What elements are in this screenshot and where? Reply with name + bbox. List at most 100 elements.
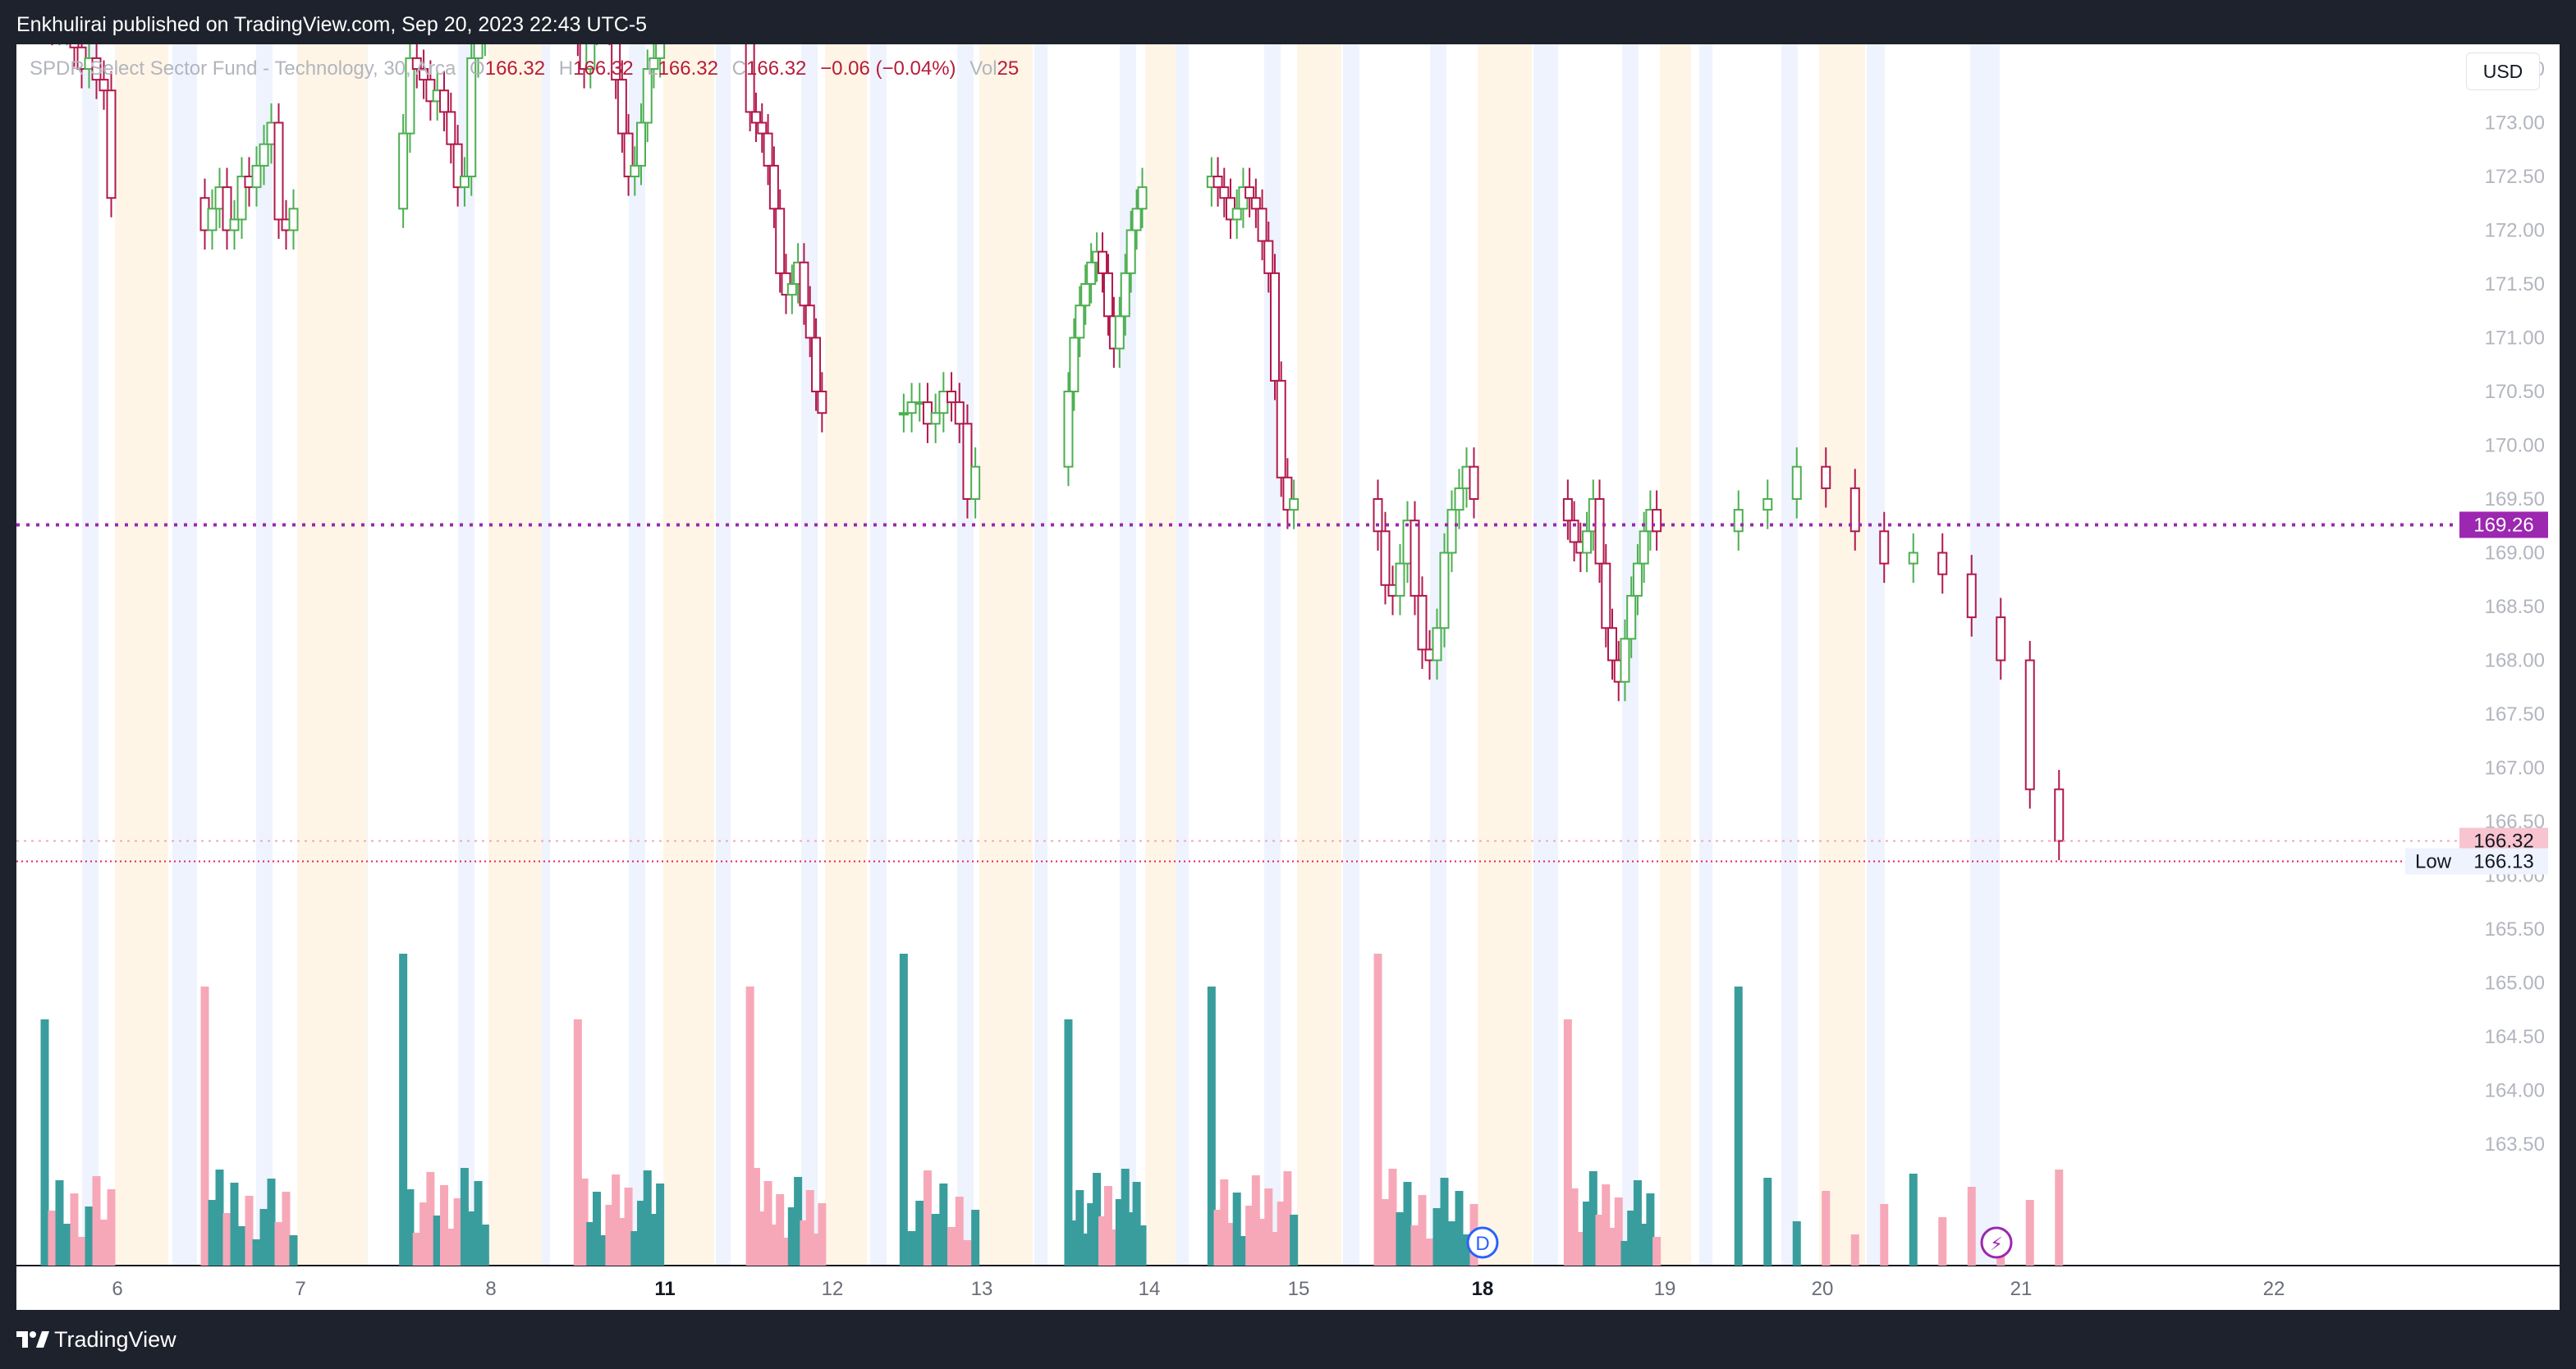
volume-bar bbox=[1093, 1173, 1102, 1266]
candle-body bbox=[1454, 487, 1464, 511]
currency-button[interactable]: USD bbox=[2466, 53, 2540, 90]
volume-bar bbox=[1213, 1210, 1222, 1266]
candle-body bbox=[1289, 498, 1299, 511]
volume-bar bbox=[208, 1200, 217, 1266]
candle-body bbox=[106, 89, 117, 199]
candle-body bbox=[69, 44, 80, 48]
volume-bar bbox=[1763, 1178, 1772, 1266]
volume-bar bbox=[1239, 1236, 1248, 1266]
candle-body bbox=[1652, 509, 1662, 533]
x-tick-label: 14 bbox=[1139, 1278, 1161, 1300]
volume-bar bbox=[1251, 1175, 1260, 1266]
tradingview-brand: TradingView bbox=[54, 1327, 176, 1352]
candle-body bbox=[585, 44, 596, 71]
volume-bar bbox=[1258, 1219, 1267, 1266]
candle-body bbox=[288, 208, 299, 231]
candle-body bbox=[786, 283, 797, 296]
y-tick-label: 170.50 bbox=[2485, 381, 2545, 403]
candle-body bbox=[1996, 616, 2006, 662]
chart-canvas[interactable]: 173.50173.00172.50172.00171.50171.00170.… bbox=[16, 44, 2560, 1310]
candle-body bbox=[630, 164, 640, 177]
candle-body bbox=[906, 401, 917, 414]
volume-bar bbox=[907, 1231, 916, 1266]
y-tick-label: 165.50 bbox=[2485, 918, 2545, 941]
x-tick-label: 6 bbox=[112, 1278, 122, 1300]
volume-bar bbox=[1070, 1220, 1079, 1266]
candle-body bbox=[1607, 627, 1617, 662]
volume-bar bbox=[637, 1201, 645, 1266]
candle-body bbox=[452, 143, 463, 189]
volume-bar bbox=[899, 954, 908, 1266]
candle-body bbox=[2024, 659, 2035, 790]
candle-body bbox=[947, 391, 957, 404]
extended-hours-band bbox=[1533, 44, 1558, 1266]
volume-bar bbox=[915, 1201, 924, 1266]
candle-body bbox=[898, 412, 909, 416]
volume-bar bbox=[769, 1225, 778, 1266]
volume-bar bbox=[1614, 1197, 1623, 1266]
x-tick-label: 8 bbox=[485, 1278, 496, 1300]
change-value: −0.06 (−0.04%) bbox=[820, 57, 956, 80]
volume-bar bbox=[230, 1183, 239, 1266]
candle-body bbox=[655, 44, 666, 59]
x-tick-label: 20 bbox=[1812, 1278, 1834, 1300]
volume-bar bbox=[70, 1193, 79, 1266]
candle-body bbox=[1231, 208, 1242, 221]
volume-bar bbox=[643, 1170, 652, 1266]
volume-bar bbox=[573, 1019, 582, 1266]
x-tick-label: 12 bbox=[822, 1278, 844, 1300]
candle-body bbox=[1244, 186, 1255, 199]
candle-body bbox=[1879, 530, 1890, 565]
candle-body bbox=[1849, 487, 1860, 533]
volume-bar bbox=[474, 1181, 483, 1266]
post-market-band bbox=[1819, 44, 1865, 1266]
candle-body bbox=[259, 143, 269, 167]
x-tick-label: 21 bbox=[2010, 1278, 2033, 1300]
candle-body bbox=[1131, 208, 1142, 231]
volume-bar bbox=[1388, 1169, 1397, 1266]
volume-bar bbox=[2055, 1170, 2064, 1266]
volume-bar bbox=[1563, 1019, 1572, 1266]
volume-bar bbox=[1138, 1225, 1147, 1266]
candle-body bbox=[411, 57, 422, 71]
top-bar: Enkhulirai published on TradingView.com,… bbox=[0, 0, 2576, 44]
volume-bar bbox=[605, 1205, 614, 1266]
volume-bar bbox=[1207, 987, 1216, 1266]
volume-bar bbox=[1455, 1191, 1464, 1266]
volume-bar bbox=[656, 1184, 665, 1266]
candle-body bbox=[1432, 627, 1442, 662]
candle-body bbox=[1380, 530, 1391, 586]
volume-bar bbox=[939, 1184, 948, 1266]
candle-body bbox=[1762, 498, 1773, 511]
premarket-band bbox=[1120, 44, 1136, 1266]
published-text: Enkhulirai published on TradingView.com,… bbox=[16, 13, 648, 36]
volume-bar bbox=[586, 1222, 595, 1266]
y-tick-label: 165.00 bbox=[2485, 973, 2545, 995]
post-market-band bbox=[297, 44, 367, 1266]
post-market-band bbox=[1660, 44, 1691, 1266]
volume-bar bbox=[1226, 1223, 1235, 1266]
candle-body bbox=[439, 89, 449, 113]
premarket-band bbox=[256, 44, 273, 1266]
volume-bar bbox=[1264, 1188, 1273, 1266]
candle-body bbox=[611, 44, 621, 81]
candle-body bbox=[398, 132, 409, 210]
volume-bar bbox=[1403, 1182, 1412, 1266]
chart-frame[interactable]: 173.50173.00172.50172.00171.50171.00170.… bbox=[16, 44, 2560, 1310]
x-tick-label: 19 bbox=[1654, 1278, 1676, 1300]
y-tick-label: 173.00 bbox=[2485, 112, 2545, 135]
candle-body bbox=[914, 401, 925, 405]
x-tick-label: 13 bbox=[971, 1278, 993, 1300]
post-market-band bbox=[1145, 44, 1176, 1266]
low-value: 166.13 bbox=[2473, 850, 2533, 872]
volume-bar bbox=[85, 1206, 94, 1266]
volume-bar bbox=[805, 1190, 814, 1266]
candle-body bbox=[775, 208, 786, 274]
y-tick-label: 164.50 bbox=[2485, 1026, 2545, 1048]
volume-bar bbox=[412, 1233, 421, 1266]
volume-bar bbox=[1608, 1228, 1616, 1266]
y-tick-label: 172.50 bbox=[2485, 166, 2545, 188]
volume-bar bbox=[947, 1227, 956, 1266]
premarket-band bbox=[629, 44, 645, 1266]
volume-bar bbox=[419, 1202, 429, 1266]
